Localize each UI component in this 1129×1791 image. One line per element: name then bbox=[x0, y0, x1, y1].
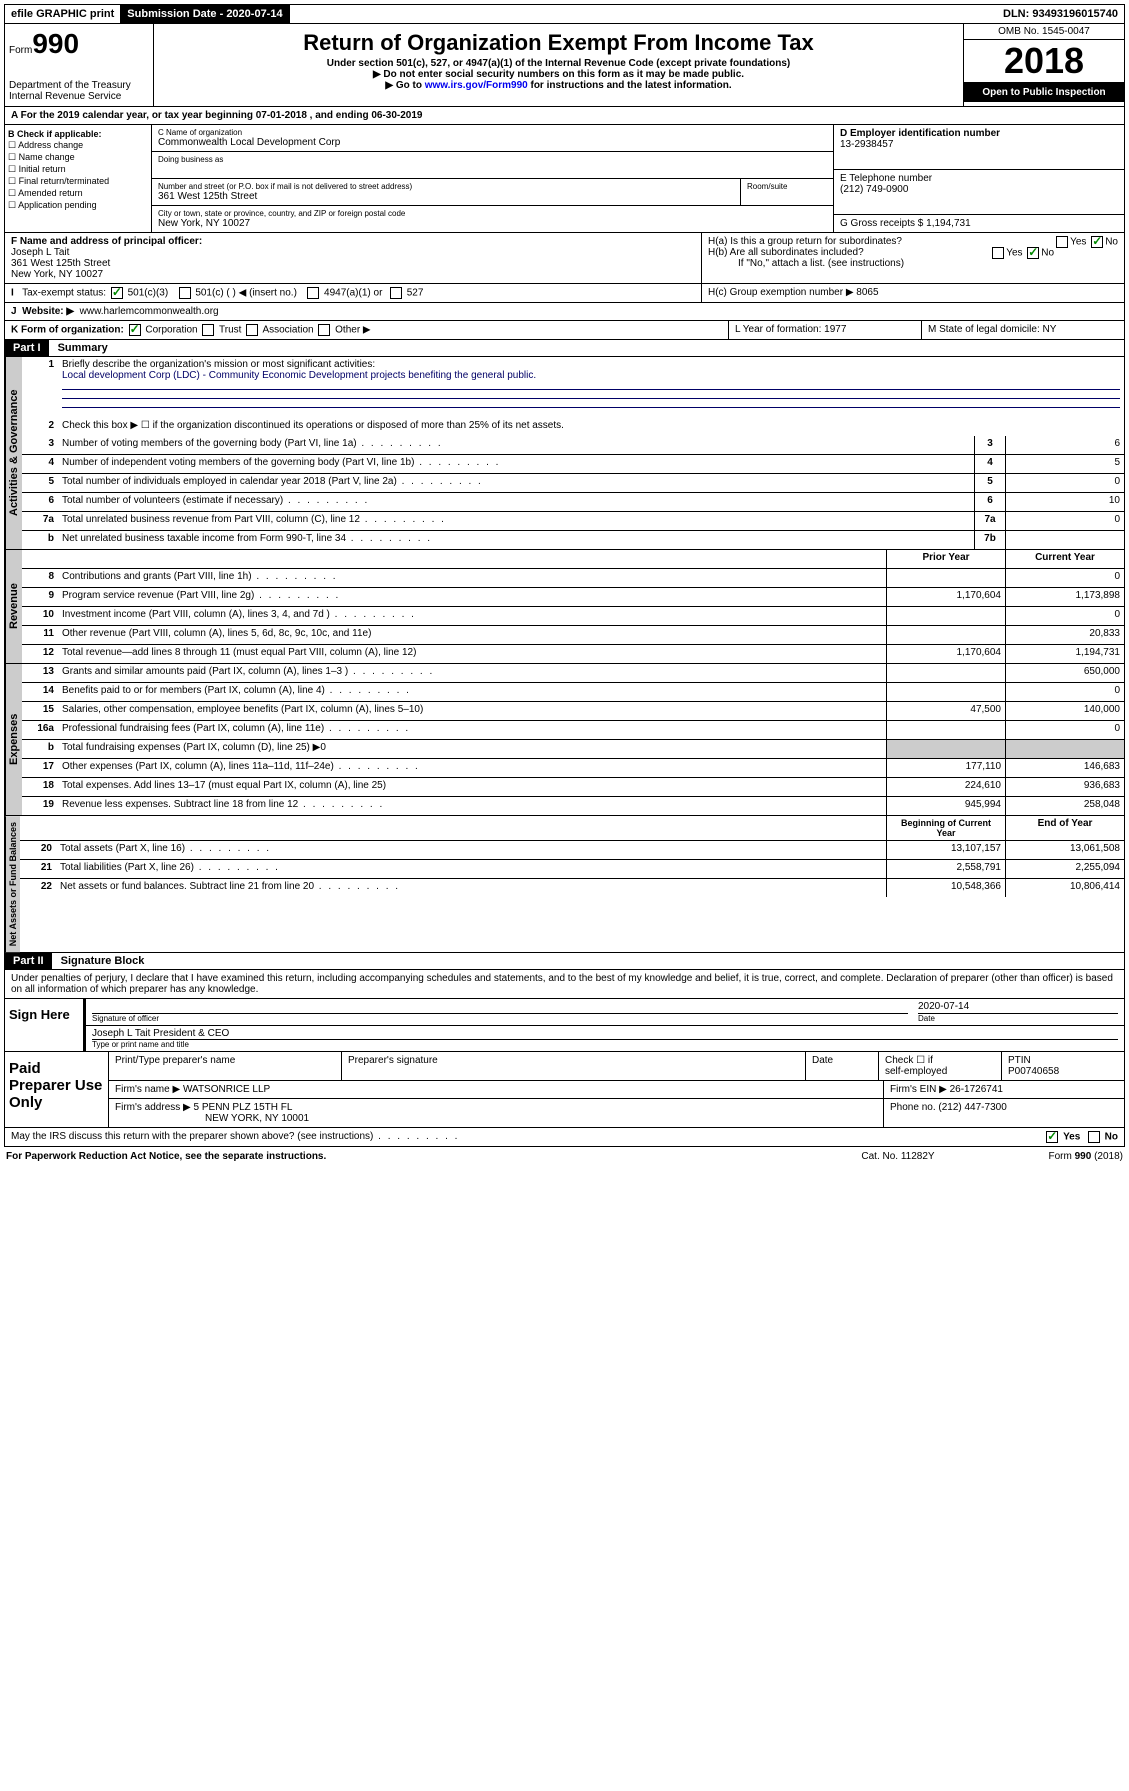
dba-label: Doing business as bbox=[158, 155, 827, 164]
chk-527[interactable] bbox=[390, 287, 402, 299]
vtab-revenue: Revenue bbox=[5, 550, 22, 663]
subtitle-3: ▶ Go to www.irs.gov/Form990 for instruct… bbox=[158, 80, 959, 91]
website-value[interactable]: www.harlemcommonwealth.org bbox=[80, 306, 219, 317]
ha-row: H(a) Is this a group return for subordin… bbox=[708, 236, 1118, 247]
form-number: 990 bbox=[32, 28, 79, 59]
chk-namechange[interactable]: ☐ Name change bbox=[8, 152, 148, 163]
chk-initial[interactable]: ☐ Initial return bbox=[8, 164, 148, 175]
chk-501c[interactable] bbox=[179, 287, 191, 299]
omb-number: OMB No. 1545-0047 bbox=[964, 24, 1124, 40]
address-label: Number and street (or P.O. box if mail i… bbox=[158, 182, 734, 191]
v4: 5 bbox=[1005, 455, 1124, 473]
chk-assoc[interactable] bbox=[246, 324, 258, 336]
gross-receipts: G Gross receipts $ 1,194,731 bbox=[834, 215, 1124, 232]
firm-ein: Firm's EIN ▶ 26-1726741 bbox=[884, 1081, 1124, 1098]
v6: 10 bbox=[1005, 493, 1124, 511]
hb-row: H(b) Are all subordinates included? Yes … bbox=[708, 247, 1118, 258]
chk-4947[interactable] bbox=[307, 287, 319, 299]
submission-date[interactable]: Submission Date - 2020-07-14 bbox=[121, 5, 289, 23]
paid-preparer-section: Paid Preparer Use Only Print/Type prepar… bbox=[4, 1052, 1125, 1128]
firm-phone: Phone no. (212) 447-7300 bbox=[884, 1099, 1124, 1127]
officer-addr2: New York, NY 10027 bbox=[11, 269, 695, 280]
form-title: Return of Organization Exempt From Incom… bbox=[158, 30, 959, 56]
chk-other[interactable] bbox=[318, 324, 330, 336]
org-name: Commonwealth Local Development Corp bbox=[158, 137, 827, 148]
chk-amended[interactable]: ☐ Amended return bbox=[8, 188, 148, 199]
chk-pending[interactable]: ☐ Application pending bbox=[8, 200, 148, 211]
identity-section: B Check if applicable: ☐ Address change … bbox=[4, 125, 1125, 233]
hb-note: If "No," attach a list. (see instruction… bbox=[708, 258, 1118, 269]
chk-trust[interactable] bbox=[202, 324, 214, 336]
v7b bbox=[1005, 531, 1124, 549]
tel-value: (212) 749-0900 bbox=[840, 184, 1118, 195]
chk-corp[interactable] bbox=[129, 324, 141, 336]
expenses-section: Expenses 13Grants and similar amounts pa… bbox=[4, 664, 1125, 816]
revenue-section: Revenue Prior YearCurrent Year 8Contribu… bbox=[4, 550, 1125, 664]
top-bar: efile GRAPHIC print Submission Date - 20… bbox=[4, 4, 1125, 24]
officer-group-row: F Name and address of principal officer:… bbox=[4, 233, 1125, 284]
discuss-yes[interactable] bbox=[1046, 1131, 1058, 1143]
chk-address[interactable]: ☐ Address change bbox=[8, 140, 148, 151]
period-row: A For the 2019 calendar year, or tax yea… bbox=[4, 107, 1125, 125]
hc-row: H(c) Group exemption number ▶ 8065 bbox=[702, 284, 1124, 302]
vtab-netassets: Net Assets or Fund Balances bbox=[5, 816, 20, 952]
mission-text: Local development Corp (LDC) - Community… bbox=[62, 370, 536, 381]
vtab-governance: Activities & Governance bbox=[5, 357, 22, 549]
net-assets-section: Net Assets or Fund Balances Beginning of… bbox=[4, 816, 1125, 953]
ein-label: D Employer identification number bbox=[840, 128, 1118, 139]
paid-preparer-label: Paid Preparer Use Only bbox=[5, 1052, 109, 1127]
efile-label[interactable]: efile GRAPHIC print bbox=[5, 5, 121, 23]
instructions-link[interactable]: www.irs.gov/Form990 bbox=[425, 80, 528, 91]
discuss-no[interactable] bbox=[1088, 1131, 1100, 1143]
tax-year: 2018 bbox=[964, 40, 1124, 83]
open-public-badge: Open to Public Inspection bbox=[964, 83, 1124, 102]
firm-name: WATSONRICE LLP bbox=[183, 1084, 270, 1095]
subtitle-2: ▶ Do not enter social security numbers o… bbox=[158, 69, 959, 80]
officer-name: Joseph L Tait bbox=[11, 247, 695, 258]
chk-501c3[interactable] bbox=[111, 287, 123, 299]
check-applicable-label: B Check if applicable: bbox=[8, 129, 148, 139]
dept-treasury: Department of the Treasury bbox=[9, 80, 149, 91]
dln: DLN: 93493196015740 bbox=[997, 5, 1124, 23]
address-value: 361 West 125th Street bbox=[158, 191, 734, 202]
vtab-expenses: Expenses bbox=[5, 664, 22, 815]
irs-label: Internal Revenue Service bbox=[9, 91, 149, 102]
city-label: City or town, state or province, country… bbox=[158, 209, 827, 218]
tel-label: E Telephone number bbox=[840, 173, 1118, 184]
chk-final[interactable]: ☐ Final return/terminated bbox=[8, 176, 148, 187]
year-formation: L Year of formation: 1977 bbox=[729, 321, 922, 339]
form-prefix: Form bbox=[9, 45, 32, 56]
form-org-row: K Form of organization: Corporation Trus… bbox=[4, 321, 1125, 340]
city-value: New York, NY 10027 bbox=[158, 218, 827, 229]
form-header: Form990 Department of the Treasury Inter… bbox=[4, 24, 1125, 107]
officer-label: F Name and address of principal officer: bbox=[11, 236, 695, 247]
part2-header: Part II Signature Block bbox=[4, 953, 1125, 970]
perjury-text: Under penalties of perjury, I declare th… bbox=[5, 970, 1124, 998]
subtitle-1: Under section 501(c), 527, or 4947(a)(1)… bbox=[158, 58, 959, 69]
sig-date-value: 2020-07-14 bbox=[918, 1001, 1118, 1014]
room-label: Room/suite bbox=[747, 182, 827, 191]
website-row: J Website: ▶ www.harlemcommonwealth.org bbox=[4, 303, 1125, 321]
ein-value: 13-2938457 bbox=[840, 139, 1118, 150]
tax-exempt-row: I Tax-exempt status: 501(c)(3) 501(c) ( … bbox=[4, 284, 1125, 303]
part1-header: Part I Summary bbox=[4, 340, 1125, 357]
ptin-value: P00740658 bbox=[1008, 1066, 1059, 1077]
firm-addr2: NEW YORK, NY 10001 bbox=[115, 1113, 309, 1124]
state-domicile: M State of legal domicile: NY bbox=[922, 321, 1124, 339]
discuss-row: May the IRS discuss this return with the… bbox=[4, 1128, 1125, 1147]
v7a: 0 bbox=[1005, 512, 1124, 530]
firm-addr1: 5 PENN PLZ 15TH FL bbox=[194, 1102, 293, 1113]
v3: 6 bbox=[1005, 436, 1124, 454]
sign-here-label: Sign Here bbox=[5, 999, 83, 1051]
org-name-label: C Name of organization bbox=[158, 128, 827, 137]
page-footer: For Paperwork Reduction Act Notice, see … bbox=[4, 1147, 1125, 1166]
v5: 0 bbox=[1005, 474, 1124, 492]
activities-governance: Activities & Governance 1 Briefly descri… bbox=[4, 357, 1125, 550]
officer-addr1: 361 West 125th Street bbox=[11, 258, 695, 269]
officer-signed-name: Joseph L Tait President & CEO bbox=[92, 1028, 1118, 1040]
